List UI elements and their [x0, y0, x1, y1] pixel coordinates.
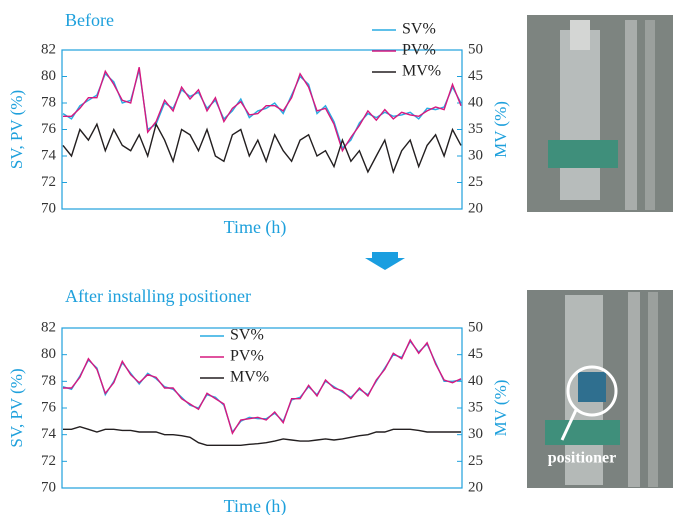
y2-axis-label: MV (%) [491, 101, 510, 158]
photo-valve [560, 30, 600, 200]
y2-tick-label: 40 [468, 94, 483, 110]
photo-part [570, 20, 590, 50]
y-tick-label: 74 [41, 147, 57, 163]
y-tick-label: 78 [41, 373, 56, 389]
photo-pipe [645, 20, 655, 210]
series-line [63, 124, 461, 172]
chart: Before Time (h) SV, PV (%) MV (%) 70 72 74 76 78… [7, 10, 510, 238]
photo-label: positioner [548, 450, 616, 467]
photo-pipe [628, 292, 640, 487]
y2-tick-label: 25 [468, 174, 483, 190]
y-axis-label: SV, PV (%) [7, 368, 26, 447]
y2-tick-label: 45 [468, 68, 483, 84]
legend-label: SV% [402, 21, 436, 38]
y2-tick-label: 45 [468, 346, 483, 362]
series-line [63, 427, 461, 446]
y-tick-label: 82 [41, 319, 56, 335]
arrow-down [365, 252, 405, 270]
y2-tick-label: 30 [468, 147, 483, 163]
legend-label: MV% [230, 369, 269, 386]
y2-tick-label: 20 [468, 200, 483, 216]
y2-axis-label: MV (%) [491, 380, 510, 437]
figure: positioner Before Time (h) SV, PV (%) MV (%… [0, 0, 673, 515]
y2-tick-label: 35 [468, 121, 483, 137]
y-tick-label: 76 [41, 399, 57, 415]
y-tick-label: 78 [41, 94, 56, 110]
y2-tick-label: 35 [468, 399, 483, 415]
y-tick-label: 72 [41, 174, 56, 190]
photo-pipe [648, 292, 658, 487]
legend-label: MV% [402, 63, 441, 80]
y2-tick-label: 25 [468, 453, 483, 469]
photo-after: positioner [527, 290, 673, 488]
chart-title: After installing positioner [65, 286, 251, 306]
chart: After installing positioner Time (h) SV, P… [7, 286, 510, 515]
x-axis-label: Time (h) [224, 496, 287, 515]
y2-tick-label: 20 [468, 479, 483, 495]
legend-label: SV% [230, 327, 264, 344]
y-tick-label: 72 [41, 453, 56, 469]
photo-positioner [578, 372, 606, 402]
y2-tick-label: 40 [468, 373, 483, 389]
y-axis-label: SV, PV (%) [7, 90, 26, 169]
y2-tick-label: 50 [468, 41, 483, 57]
y2-tick-label: 30 [468, 426, 483, 442]
chart-title: Before [65, 10, 114, 30]
photo-before [527, 15, 673, 212]
y-tick-label: 80 [41, 346, 56, 362]
x-axis-label: Time (h) [224, 217, 287, 238]
photo-pipe [625, 20, 637, 210]
y-tick-label: 80 [41, 68, 56, 84]
y-tick-label: 70 [41, 479, 56, 495]
series-line [63, 67, 461, 151]
y-tick-label: 82 [41, 41, 56, 57]
photo-flange [545, 420, 620, 445]
y-tick-label: 74 [41, 426, 57, 442]
legend-label: PV% [402, 42, 436, 59]
legend-label: PV% [230, 348, 264, 365]
photo-flange [548, 140, 618, 168]
y-tick-label: 76 [41, 121, 57, 137]
y2-tick-label: 50 [468, 319, 483, 335]
y-tick-label: 70 [41, 200, 56, 216]
